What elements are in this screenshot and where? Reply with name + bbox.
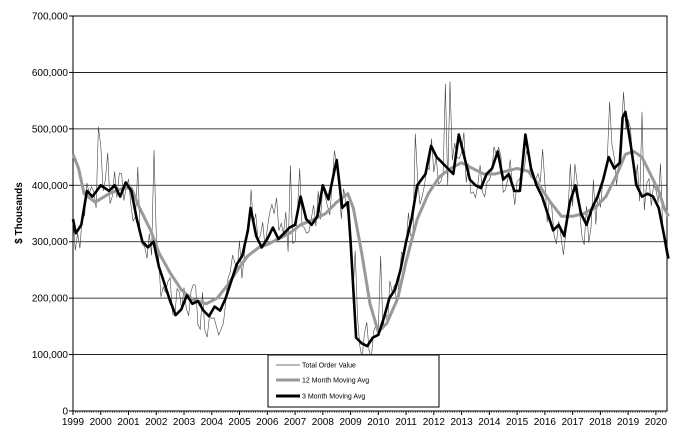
y-tick-label: 400,000 <box>32 181 69 192</box>
legend-label-ma12: 12 Month Moving Avg <box>302 378 369 385</box>
x-tick-label: 2005 <box>228 417 251 428</box>
series-3-month-moving-avg <box>71 110 670 348</box>
x-tick-label: 2006 <box>256 417 279 428</box>
x-tick-label: 2007 <box>284 417 307 428</box>
x-tick-label: 2019 <box>617 417 640 428</box>
x-tick-label: 2020 <box>645 417 668 428</box>
x-tick-label: 2013 <box>450 417 473 428</box>
y-tick-label: 0 <box>62 407 68 418</box>
x-tick-label: 2015 <box>506 417 529 428</box>
x-tick-label: 2008 <box>312 417 335 428</box>
x-tick-label: 2014 <box>478 417 501 428</box>
y-tick-label: 500,000 <box>32 124 69 135</box>
x-tick-label: 2012 <box>423 417 446 428</box>
series-12-month-moving-avg <box>71 149 670 334</box>
x-tick-label: 2000 <box>90 417 113 428</box>
x-tick-label: 2010 <box>367 417 390 428</box>
legend-label-total: Total Order Value <box>302 363 356 370</box>
x-tick-label: 2011 <box>395 417 417 428</box>
x-tick-label: 2016 <box>534 417 557 428</box>
x-tick-label: 2001 <box>117 417 140 428</box>
y-tick-label: 300,000 <box>32 237 69 248</box>
y-tick-label: 700,000 <box>32 12 69 23</box>
series-layer <box>71 81 670 359</box>
x-axis-ticks: 1999 2000 2001 2002 2003 2004 2005 2006 2007 2008… <box>62 411 668 428</box>
y-tick-label: 100,000 <box>32 350 69 361</box>
x-tick-label: 2017 <box>562 417 585 428</box>
x-tick-label: 2004 <box>201 417 224 428</box>
x-tick-label: 2018 <box>589 417 612 428</box>
legend: Total Order Value 12 Month Moving Avg 3 … <box>267 354 440 408</box>
x-tick-label: 1999 <box>62 417 85 428</box>
y-axis-title: $ Thousands <box>14 182 25 244</box>
y-tick-label: 600,000 <box>32 68 69 79</box>
x-tick-label: 2009 <box>339 417 362 428</box>
x-tick-label: 2003 <box>173 417 196 428</box>
legend-label-ma3: 3 Month Moving Avg <box>302 394 365 401</box>
y-axis-ticks: 0 100,000 200,000 300,000 400,000 500,000 600,… <box>32 12 73 418</box>
y-tick-label: 200,000 <box>32 294 69 305</box>
x-tick-label: 2002 <box>145 417 168 428</box>
